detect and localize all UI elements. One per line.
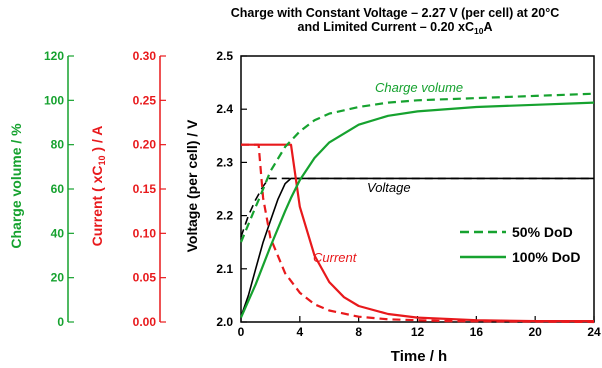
voltage-tick-label: 2.3 <box>216 155 233 169</box>
charge-tick-label: 120 <box>44 49 64 63</box>
charge-tick-label: 60 <box>51 182 65 196</box>
voltage-tick-label: 2.0 <box>216 315 233 329</box>
annotation-charge: Charge volume <box>375 80 463 95</box>
charge-tick-label: 40 <box>51 226 65 240</box>
x-tick-label: 20 <box>528 325 542 339</box>
voltage-tick-label: 2.4 <box>216 102 233 116</box>
charge-50-dod-line <box>239 92 595 243</box>
current-50-dod-line <box>241 143 595 324</box>
charge-100-dod-line <box>239 101 595 319</box>
x-tick-label: 4 <box>296 325 303 339</box>
charge-tick-label: 20 <box>51 271 65 285</box>
x-tick-label: 8 <box>355 325 362 339</box>
voltage-tick-label: 2.2 <box>216 209 233 223</box>
plot-frame <box>240 55 595 323</box>
annotation-current: Current <box>313 250 358 265</box>
chart-title-line2: and Limited Current – 0.20 xC10A <box>298 20 493 36</box>
legend: 50% DoD 100% DoD <box>460 224 580 265</box>
x-tick-label: 0 <box>238 325 245 339</box>
voltage-tick-label: 2.5 <box>216 49 233 63</box>
current-tick-label: 0.20 <box>133 138 157 152</box>
voltage-tick-label: 2.1 <box>216 262 233 276</box>
current-tick-label: 0.15 <box>133 182 157 196</box>
voltage-100-dod-line <box>240 177 594 317</box>
x-tick-label: 16 <box>470 325 484 339</box>
current-tick-label: 0.05 <box>133 271 157 285</box>
ylabel-charge: Charge volume / % <box>8 123 24 249</box>
x-tick-label: 12 <box>411 325 425 339</box>
charge-tick-label: 80 <box>51 138 65 152</box>
charge-tick-label: 0 <box>57 315 64 329</box>
charge-tick-label: 100 <box>44 93 64 107</box>
xlabel: Time / h <box>391 348 447 365</box>
current-tick-label: 0.10 <box>133 226 157 240</box>
voltage-50-dod-line <box>240 177 594 238</box>
current-tick-label: 0.25 <box>133 93 157 107</box>
current-tick-label: 0.00 <box>133 315 157 329</box>
current-tick-label: 0.30 <box>133 49 157 63</box>
annotation-voltage: Voltage <box>367 180 411 195</box>
ylabel-current: Current ( xC10 ) / A <box>89 126 107 247</box>
ylabel-voltage: Voltage (per cell) / V <box>184 119 200 252</box>
legend-label-100-dod: 100% DoD <box>512 249 580 265</box>
legend-label-50-dod: 50% DoD <box>512 224 573 240</box>
chart-title: Charge with Constant Voltage – 2.27 V (p… <box>231 6 559 20</box>
x-tick-label: 24 <box>587 325 601 339</box>
